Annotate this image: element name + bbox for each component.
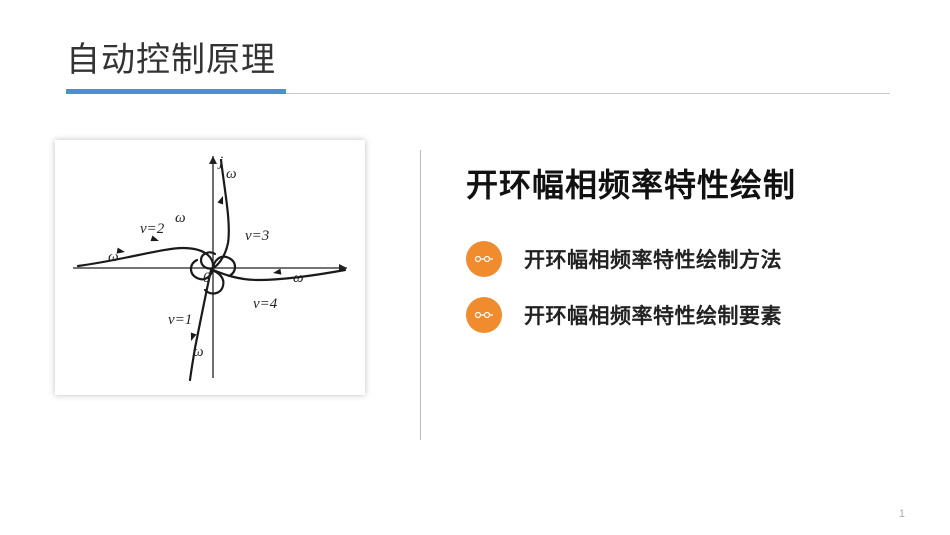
bullet-text: 开环幅相频率特性绘制方法 bbox=[524, 244, 782, 274]
svg-text:ω: ω bbox=[175, 210, 186, 226]
bullet-text: 开环幅相频率特性绘制要素 bbox=[524, 300, 782, 330]
page-title: 自动控制原理 bbox=[66, 32, 890, 81]
svg-text:ω: ω bbox=[226, 166, 237, 182]
svg-text:0: 0 bbox=[203, 270, 211, 286]
title-underline bbox=[66, 89, 890, 95]
page-number: 1 bbox=[899, 508, 905, 520]
bullet-icon bbox=[466, 297, 502, 333]
svg-text:ν=3: ν=3 bbox=[245, 228, 269, 244]
svg-text:ν=2: ν=2 bbox=[140, 221, 165, 237]
svg-text:ω: ω bbox=[293, 270, 304, 286]
bullet-icon bbox=[466, 241, 502, 277]
right-panel: 开环幅相频率特性绘制 开环幅相频率特性绘制方法开环幅相频率特性绘制要素 bbox=[466, 130, 895, 353]
subtitle: 开环幅相频率特性绘制 bbox=[466, 160, 895, 206]
vertical-divider bbox=[420, 150, 421, 440]
bullet-item: 开环幅相频率特性绘制方法 bbox=[466, 241, 895, 277]
slide-header: 自动控制原理 bbox=[66, 32, 890, 95]
svg-text:j: j bbox=[217, 154, 223, 170]
bullet-item: 开环幅相频率特性绘制要素 bbox=[466, 297, 895, 333]
nyquist-diagram: j 0 ω ω ω ω ω ν=2 ν=3 ν=1 ν=4 bbox=[55, 140, 365, 395]
svg-text:ω: ω bbox=[108, 249, 119, 265]
slide-content: j 0 ω ω ω ω ω ν=2 ν=3 ν=1 ν=4 开环幅相频率特性绘制 开环幅相频率特性绘… bbox=[55, 130, 895, 495]
svg-text:ω: ω bbox=[193, 344, 204, 360]
svg-text:ν=1: ν=1 bbox=[168, 312, 192, 328]
svg-text:ν=4: ν=4 bbox=[253, 296, 278, 312]
